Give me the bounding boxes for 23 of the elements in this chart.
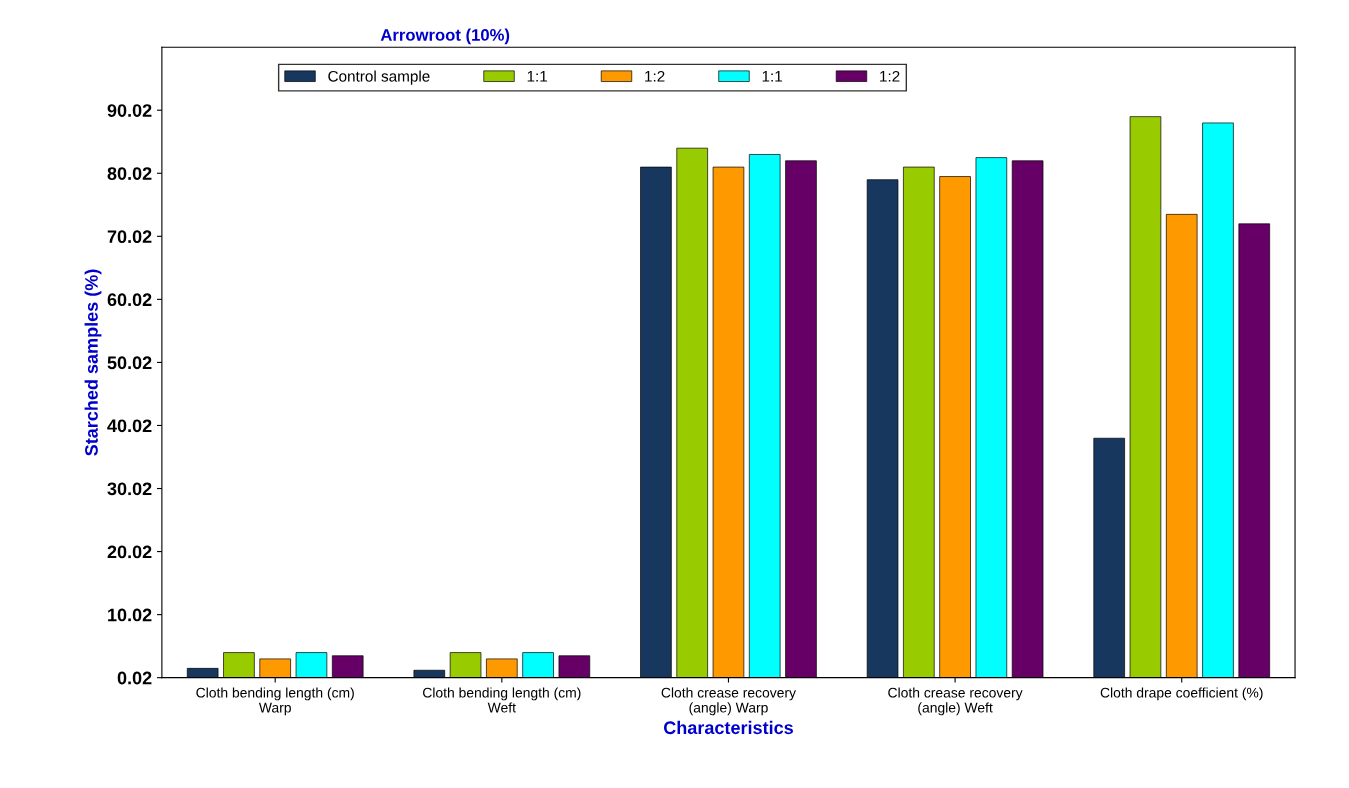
y-tick-label: 80.02 bbox=[107, 167, 152, 180]
y-tick-label: 90.02 bbox=[107, 104, 152, 117]
legend-label: 1:1 bbox=[527, 71, 548, 82]
y-tick-label: 0.02 bbox=[117, 671, 152, 685]
legend-label: 1:2 bbox=[645, 70, 665, 82]
x-tick-label: Cloth bending length (cm) Warp bbox=[196, 687, 354, 716]
x-tick-label: Cloth crease recovery (angle) Weft bbox=[888, 687, 1023, 716]
y-tick-label: 60.02 bbox=[107, 293, 152, 307]
y-tick-label: 10.02 bbox=[108, 608, 152, 622]
y-tick-label: 40.02 bbox=[107, 419, 152, 433]
legend-label: 1:1 bbox=[762, 71, 782, 82]
y-tick-label: 50.02 bbox=[107, 356, 152, 370]
x-tick-label: Cloth bending length (cm) Weft bbox=[423, 687, 581, 713]
y-tick-label: 70.02 bbox=[107, 230, 152, 244]
legend-label: Control sample bbox=[328, 70, 430, 85]
x-tick-label: Cloth drape coefficient (%) bbox=[1100, 687, 1263, 701]
legend-label: 1:2 bbox=[880, 70, 900, 82]
x-axis-title: Characteristics bbox=[663, 720, 793, 735]
x-tick-label: Cloth crease recovery (angle) Warp bbox=[661, 687, 796, 716]
text: Arrowroot (10%) bbox=[380, 28, 510, 45]
y-tick-label: 30.02 bbox=[107, 482, 152, 496]
y-axis-title: Starched samples (%) bbox=[84, 269, 102, 456]
y-tick-label: 20.02 bbox=[107, 545, 152, 559]
